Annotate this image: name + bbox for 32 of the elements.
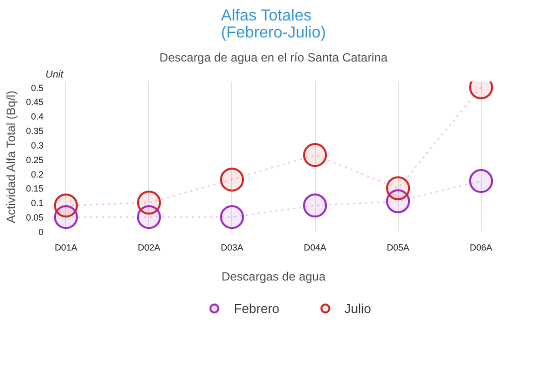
y-tick-label: 0.3 xyxy=(30,140,44,150)
x-tick-label: D03A xyxy=(220,242,244,252)
x-tick-label: D06A xyxy=(470,242,492,252)
y-tick-label: 0.5 xyxy=(30,82,44,93)
y-tick-label: 0.2 xyxy=(30,169,44,180)
x-axis-title: Descargas de agua xyxy=(221,270,326,284)
legend-label: Febrero xyxy=(234,300,280,318)
text: Unit xyxy=(46,70,65,80)
x-tick-label: D05A xyxy=(386,242,410,252)
point xyxy=(54,194,78,218)
y-tick-label: 0.15 xyxy=(26,184,44,194)
x-tick-label: D01A xyxy=(54,242,78,252)
point xyxy=(220,205,244,230)
y-tick-label: 0.25 xyxy=(26,154,44,165)
y-tick-label: 0.45 xyxy=(26,97,44,108)
y-tick-label: 0.4 xyxy=(30,112,44,122)
y-tick-label: 0 xyxy=(38,227,44,237)
x-tick-label: D04A xyxy=(304,242,326,252)
point xyxy=(136,190,161,215)
point xyxy=(386,176,410,200)
chart-subtitle: Descarga de agua en el río Santa Catarina xyxy=(159,50,388,64)
y-axis-title: Actividad Alfa Total (Bq/l) xyxy=(4,90,18,224)
point xyxy=(220,168,244,192)
y-tick-label: 0.35 xyxy=(26,126,44,136)
x-tick-label: D02A xyxy=(138,242,160,252)
point xyxy=(469,169,494,193)
point xyxy=(303,194,328,218)
point xyxy=(303,143,328,168)
legend-label: Julio xyxy=(344,300,372,318)
y-tick-label: 0.05 xyxy=(26,212,44,223)
chart-title: Alfas Totales (Febrero-Julio) xyxy=(221,8,326,42)
y-tick-label: 0.1 xyxy=(30,198,44,208)
